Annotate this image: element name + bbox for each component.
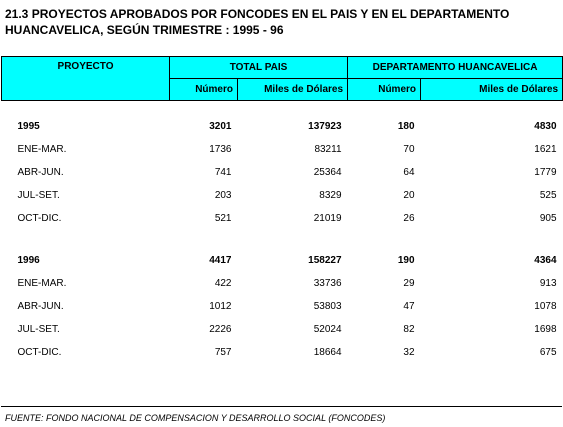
cell-numero-dep: 26 bbox=[403, 213, 415, 224]
cell-miles-dep: 1078 bbox=[534, 301, 557, 312]
cell-numero-dep: 32 bbox=[403, 347, 415, 358]
row-label: JUL-SET. bbox=[17, 324, 60, 335]
cell-miles-dep: 4830 bbox=[534, 121, 557, 132]
cell-miles-pais: 83211 bbox=[314, 144, 342, 155]
row-label: ENE-MAR. bbox=[17, 278, 67, 289]
table-row: ENE-MAR. 422 33736 29 913 bbox=[2, 272, 563, 295]
header-proyecto: PROYECTO bbox=[1, 56, 170, 101]
cell-miles-pais: 158227 bbox=[308, 255, 342, 266]
header-total-pais: TOTAL PAIS bbox=[168, 56, 349, 79]
cell-numero-dep: 20 bbox=[403, 190, 415, 201]
table-row: OCT-DIC. 757 18664 32 675 bbox=[2, 341, 563, 364]
row-label: ABR-JUN. bbox=[17, 301, 64, 312]
cell-miles-dep: 675 bbox=[539, 347, 557, 358]
table-row: 1995 3201 137923 180 4830 bbox=[2, 115, 563, 138]
cell-miles-pais: 25364 bbox=[313, 167, 342, 178]
cell-numero-dep: 47 bbox=[403, 301, 415, 312]
cell-miles-pais: 18664 bbox=[313, 347, 342, 358]
cell-numero-pais: 4417 bbox=[209, 255, 232, 266]
cell-numero-pais: 757 bbox=[214, 347, 232, 358]
cell-numero-pais: 3201 bbox=[209, 121, 232, 132]
cell-numero-pais: 1736 bbox=[209, 144, 232, 155]
cell-numero-dep: 29 bbox=[403, 278, 415, 289]
cell-numero-dep: 190 bbox=[397, 255, 415, 266]
cell-miles-dep: 525 bbox=[539, 190, 557, 201]
table-row: 1996 4417 158227 190 4364 bbox=[2, 249, 563, 272]
cell-miles-dep: 4364 bbox=[534, 255, 557, 266]
header-numero-dep: Número bbox=[347, 78, 422, 101]
cell-miles-pais: 52024 bbox=[313, 324, 342, 335]
row-label: ABR-JUN. bbox=[17, 167, 64, 178]
cell-miles-dep: 1779 bbox=[534, 167, 557, 178]
cell-numero-pais: 741 bbox=[214, 167, 232, 178]
table-row: ABR-JUN. 1012 53803 47 1078 bbox=[2, 295, 563, 318]
cell-miles-pais: 33736 bbox=[313, 278, 342, 289]
source-note: FUENTE: FONDO NACIONAL DE COMPENSACION Y… bbox=[5, 413, 386, 423]
title-line-2: HUANCAVELICA, SEGÚN TRIMESTRE : 1995 - 9… bbox=[5, 23, 284, 37]
header-numero-pais: Número bbox=[169, 78, 238, 101]
header-miles-dep: Miles de Dólares bbox=[420, 78, 563, 101]
cell-miles-dep: 1621 bbox=[534, 144, 557, 155]
cell-miles-pais: 21019 bbox=[313, 213, 342, 224]
row-label: ENE-MAR. bbox=[17, 144, 67, 155]
row-label: OCT-DIC. bbox=[17, 213, 62, 224]
cell-numero-pais: 1012 bbox=[209, 301, 232, 312]
data-table-container: PROYECTO TOTAL PAIS DEPARTAMENTO HUANCAV… bbox=[1, 56, 563, 364]
table-row: JUL-SET. 203 8329 20 525 bbox=[2, 184, 563, 207]
table-row: JUL-SET. 2226 52024 82 1698 bbox=[2, 318, 563, 341]
row-label: OCT-DIC. bbox=[17, 347, 62, 358]
cell-miles-dep: 905 bbox=[539, 213, 557, 224]
header-departamento: DEPARTAMENTO HUANCAVELICA bbox=[347, 56, 563, 79]
cell-miles-dep: 1698 bbox=[534, 324, 557, 335]
cell-miles-dep: 913 bbox=[539, 278, 557, 289]
cell-miles-pais: 137923 bbox=[308, 121, 342, 132]
row-label: JUL-SET. bbox=[17, 190, 60, 201]
cell-numero-pais: 203 bbox=[214, 190, 232, 201]
cell-numero-dep: 180 bbox=[397, 121, 415, 132]
title-line-1: 21.3 PROYECTOS APROBADOS POR FONCODES EN… bbox=[5, 7, 510, 21]
table-bottom-rule bbox=[1, 406, 562, 407]
cell-miles-pais: 53803 bbox=[313, 301, 342, 312]
cell-numero-dep: 64 bbox=[403, 167, 415, 178]
table-row: ENE-MAR. 1736 83211 70 1621 bbox=[2, 138, 563, 161]
cell-miles-pais: 8329 bbox=[319, 190, 342, 201]
header-miles-pais: Miles de Dólares bbox=[236, 78, 349, 101]
row-label: 1995 bbox=[17, 121, 40, 132]
table-row: OCT-DIC. 521 21019 26 905 bbox=[2, 207, 563, 230]
data-table: PROYECTO TOTAL PAIS DEPARTAMENTO HUANCAV… bbox=[1, 56, 563, 364]
table-row: ABR-JUN. 741 25364 64 1779 bbox=[2, 161, 563, 184]
cell-numero-pais: 422 bbox=[214, 278, 232, 289]
table-title: 21.3 PROYECTOS APROBADOS POR FONCODES EN… bbox=[5, 6, 509, 38]
cell-numero-dep: 82 bbox=[403, 324, 415, 335]
cell-numero-dep: 70 bbox=[403, 144, 415, 155]
cell-numero-pais: 521 bbox=[214, 213, 232, 224]
row-label: 1996 bbox=[17, 255, 40, 266]
cell-numero-pais: 2226 bbox=[209, 324, 232, 335]
